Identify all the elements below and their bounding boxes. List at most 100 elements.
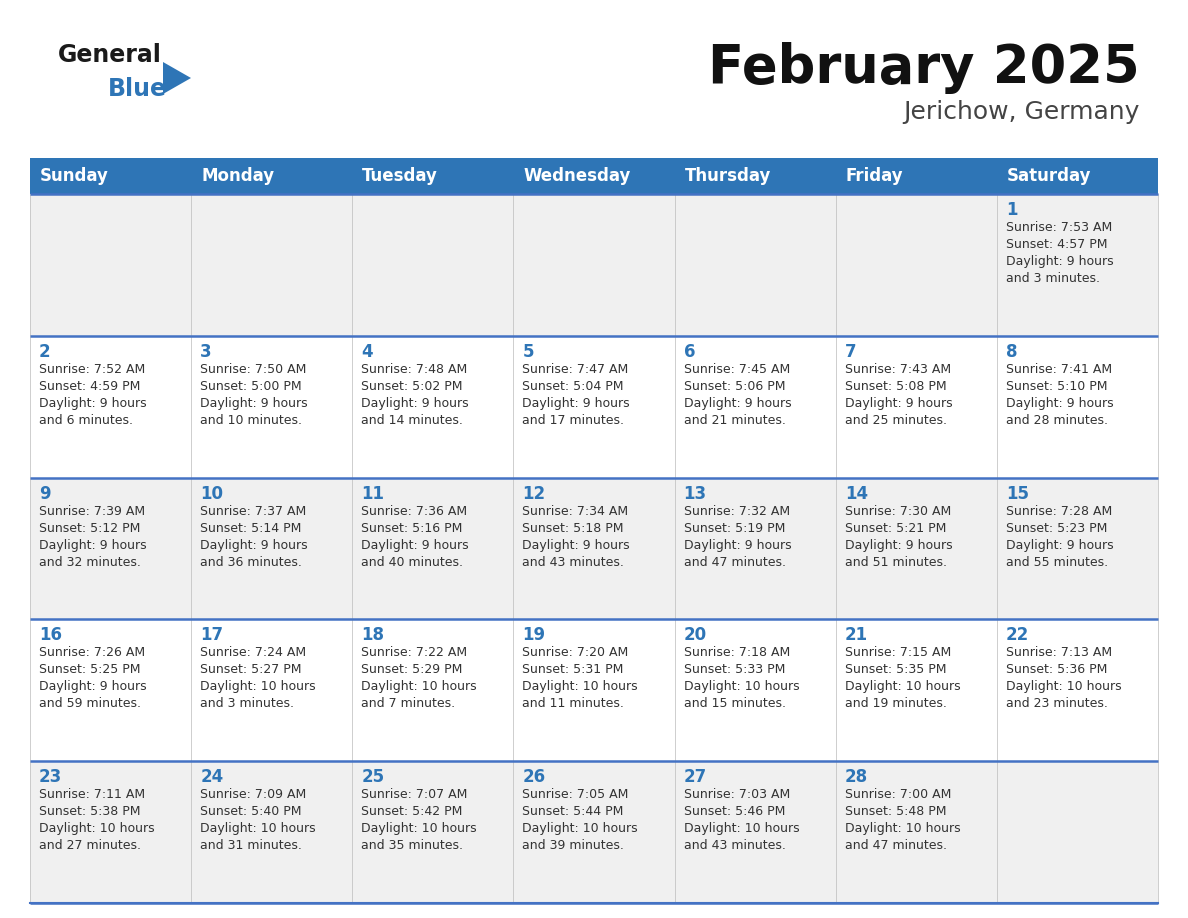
Text: and 3 minutes.: and 3 minutes. [1006,272,1100,285]
Text: Sunset: 5:14 PM: Sunset: 5:14 PM [200,521,302,534]
Text: Sunset: 5:27 PM: Sunset: 5:27 PM [200,664,302,677]
Text: Sunset: 4:57 PM: Sunset: 4:57 PM [1006,238,1107,251]
Text: 3: 3 [200,342,211,361]
Text: Tuesday: Tuesday [362,167,438,185]
Bar [191,620,353,761]
Text: Sunrise: 7:37 AM: Sunrise: 7:37 AM [200,505,307,518]
Polygon shape [163,62,191,94]
Bar [353,477,513,620]
Text: Sunset: 5:44 PM: Sunset: 5:44 PM [523,805,624,818]
Text: 1: 1 [1006,201,1017,219]
Text: and 10 minutes.: and 10 minutes. [200,414,302,427]
Text: Daylight: 10 hours: Daylight: 10 hours [200,680,316,693]
Text: Sunrise: 7:39 AM: Sunrise: 7:39 AM [39,505,145,518]
Text: Sunrise: 7:50 AM: Sunrise: 7:50 AM [200,363,307,375]
Text: Daylight: 10 hours: Daylight: 10 hours [361,680,476,693]
Text: Daylight: 9 hours: Daylight: 9 hours [361,539,469,552]
Bar [513,336,675,477]
Text: Daylight: 9 hours: Daylight: 9 hours [683,397,791,409]
Text: Daylight: 10 hours: Daylight: 10 hours [1006,680,1121,693]
Text: Daylight: 9 hours: Daylight: 9 hours [39,539,146,552]
Bar [353,158,513,194]
Bar [191,761,353,903]
Text: and 23 minutes.: and 23 minutes. [1006,698,1107,711]
Text: Sunrise: 7:11 AM: Sunrise: 7:11 AM [39,789,145,801]
Bar [513,620,675,761]
Text: 11: 11 [361,485,384,502]
Text: Daylight: 9 hours: Daylight: 9 hours [1006,539,1113,552]
Text: 4: 4 [361,342,373,361]
Text: and 14 minutes.: and 14 minutes. [361,414,463,427]
Text: Daylight: 9 hours: Daylight: 9 hours [200,397,308,409]
Bar [191,477,353,620]
Text: and 11 minutes.: and 11 minutes. [523,698,625,711]
Text: and 27 minutes.: and 27 minutes. [39,839,141,852]
Bar [513,158,675,194]
Text: and 25 minutes.: and 25 minutes. [845,414,947,427]
Text: Sunrise: 7:52 AM: Sunrise: 7:52 AM [39,363,145,375]
Text: Sunrise: 7:18 AM: Sunrise: 7:18 AM [683,646,790,659]
Bar [675,336,835,477]
Text: Daylight: 10 hours: Daylight: 10 hours [200,823,316,835]
Text: and 28 minutes.: and 28 minutes. [1006,414,1108,427]
Bar [675,194,835,336]
Text: 10: 10 [200,485,223,502]
Text: 28: 28 [845,768,868,786]
Text: Sunrise: 7:26 AM: Sunrise: 7:26 AM [39,646,145,659]
Text: Daylight: 9 hours: Daylight: 9 hours [845,397,953,409]
Text: Sunrise: 7:47 AM: Sunrise: 7:47 AM [523,363,628,375]
Bar [30,620,191,761]
Text: 5: 5 [523,342,533,361]
Text: 20: 20 [683,626,707,644]
Text: Jerichow, Germany: Jerichow, Germany [904,100,1140,124]
Text: and 6 minutes.: and 6 minutes. [39,414,133,427]
Text: Sunrise: 7:32 AM: Sunrise: 7:32 AM [683,505,790,518]
Text: Sunset: 5:18 PM: Sunset: 5:18 PM [523,521,624,534]
Text: 13: 13 [683,485,707,502]
Text: Daylight: 9 hours: Daylight: 9 hours [845,539,953,552]
Text: and 47 minutes.: and 47 minutes. [683,555,785,568]
Text: Sunset: 5:48 PM: Sunset: 5:48 PM [845,805,946,818]
Text: Sunset: 5:40 PM: Sunset: 5:40 PM [200,805,302,818]
Text: 24: 24 [200,768,223,786]
Text: Sunset: 4:59 PM: Sunset: 4:59 PM [39,380,140,393]
Text: and 3 minutes.: and 3 minutes. [200,698,295,711]
Text: Wednesday: Wednesday [524,167,631,185]
Text: Sunrise: 7:41 AM: Sunrise: 7:41 AM [1006,363,1112,375]
Text: Sunset: 5:42 PM: Sunset: 5:42 PM [361,805,462,818]
Text: Thursday: Thursday [684,167,771,185]
Text: General: General [58,43,162,67]
Text: Sunrise: 7:36 AM: Sunrise: 7:36 AM [361,505,467,518]
Text: 21: 21 [845,626,868,644]
Text: and 15 minutes.: and 15 minutes. [683,698,785,711]
Text: Daylight: 10 hours: Daylight: 10 hours [683,680,800,693]
Text: Sunset: 5:29 PM: Sunset: 5:29 PM [361,664,462,677]
Bar [513,477,675,620]
Text: Blue: Blue [108,77,168,101]
Bar [30,158,191,194]
Text: Sunset: 5:31 PM: Sunset: 5:31 PM [523,664,624,677]
Text: Sunset: 5:19 PM: Sunset: 5:19 PM [683,521,785,534]
Text: Daylight: 9 hours: Daylight: 9 hours [683,539,791,552]
Bar [675,761,835,903]
Text: Daylight: 10 hours: Daylight: 10 hours [683,823,800,835]
Text: Daylight: 9 hours: Daylight: 9 hours [523,539,630,552]
Text: 7: 7 [845,342,857,361]
Bar [191,194,353,336]
Text: Daylight: 9 hours: Daylight: 9 hours [361,397,469,409]
Text: and 55 minutes.: and 55 minutes. [1006,555,1108,568]
Text: and 39 minutes.: and 39 minutes. [523,839,625,852]
Text: Sunset: 5:10 PM: Sunset: 5:10 PM [1006,380,1107,393]
Text: Sunset: 5:36 PM: Sunset: 5:36 PM [1006,664,1107,677]
Bar [513,761,675,903]
Text: Sunrise: 7:20 AM: Sunrise: 7:20 AM [523,646,628,659]
Bar [30,477,191,620]
Text: Sunday: Sunday [40,167,109,185]
Text: Monday: Monday [201,167,274,185]
Text: 18: 18 [361,626,384,644]
Text: Daylight: 10 hours: Daylight: 10 hours [39,823,154,835]
Text: 19: 19 [523,626,545,644]
Text: Sunrise: 7:22 AM: Sunrise: 7:22 AM [361,646,467,659]
Text: Sunrise: 7:24 AM: Sunrise: 7:24 AM [200,646,307,659]
Text: Sunset: 5:38 PM: Sunset: 5:38 PM [39,805,140,818]
